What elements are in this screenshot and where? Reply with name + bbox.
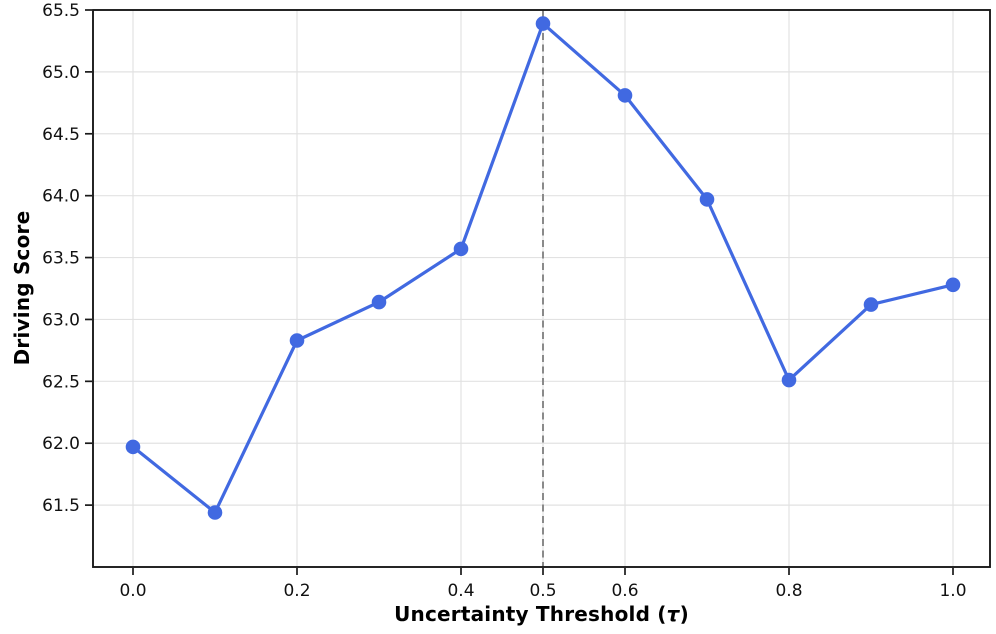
y-tick-label: 63.0	[42, 310, 80, 330]
x-tick-label: 0.2	[283, 581, 310, 601]
y-tick-label: 65.5	[42, 1, 80, 21]
tau-symbol: τ	[666, 602, 680, 626]
y-tick-label: 63.5	[42, 249, 80, 269]
data-point	[207, 505, 223, 520]
plot-border	[92, 9, 991, 568]
x-axis-label-text: Uncertainty Threshold (	[394, 602, 667, 626]
y-tick-label: 61.5	[42, 496, 80, 516]
y-tick-label: 65.0	[42, 63, 80, 83]
data-point	[125, 439, 141, 455]
y-tick-label: 64.5	[42, 125, 80, 145]
data-point	[617, 88, 633, 103]
x-axis-label: Uncertainty Threshold (τ)	[93, 602, 990, 626]
data-point	[371, 294, 387, 310]
x-axis-label-close: )	[679, 602, 689, 626]
y-tick-label: 62.5	[42, 372, 80, 392]
data-point	[945, 277, 961, 293]
x-tick-label: 0.0	[119, 581, 146, 601]
data-point	[863, 297, 879, 312]
x-tick-label: 0.4	[447, 581, 474, 601]
x-tick-label: 0.5	[529, 581, 556, 601]
data-point	[289, 333, 305, 348]
data-point	[453, 241, 469, 257]
x-tick-label: 0.6	[611, 581, 638, 601]
y-tick-label: 62.0	[42, 434, 80, 454]
y-tick-label: 64.0	[42, 187, 80, 207]
data-point	[781, 372, 797, 388]
data-point	[535, 16, 551, 31]
data-point	[699, 192, 715, 207]
x-tick-label: 0.8	[775, 581, 802, 601]
y-axis-label: Driving Score	[10, 210, 34, 366]
x-tick-label: 1.0	[939, 581, 966, 601]
